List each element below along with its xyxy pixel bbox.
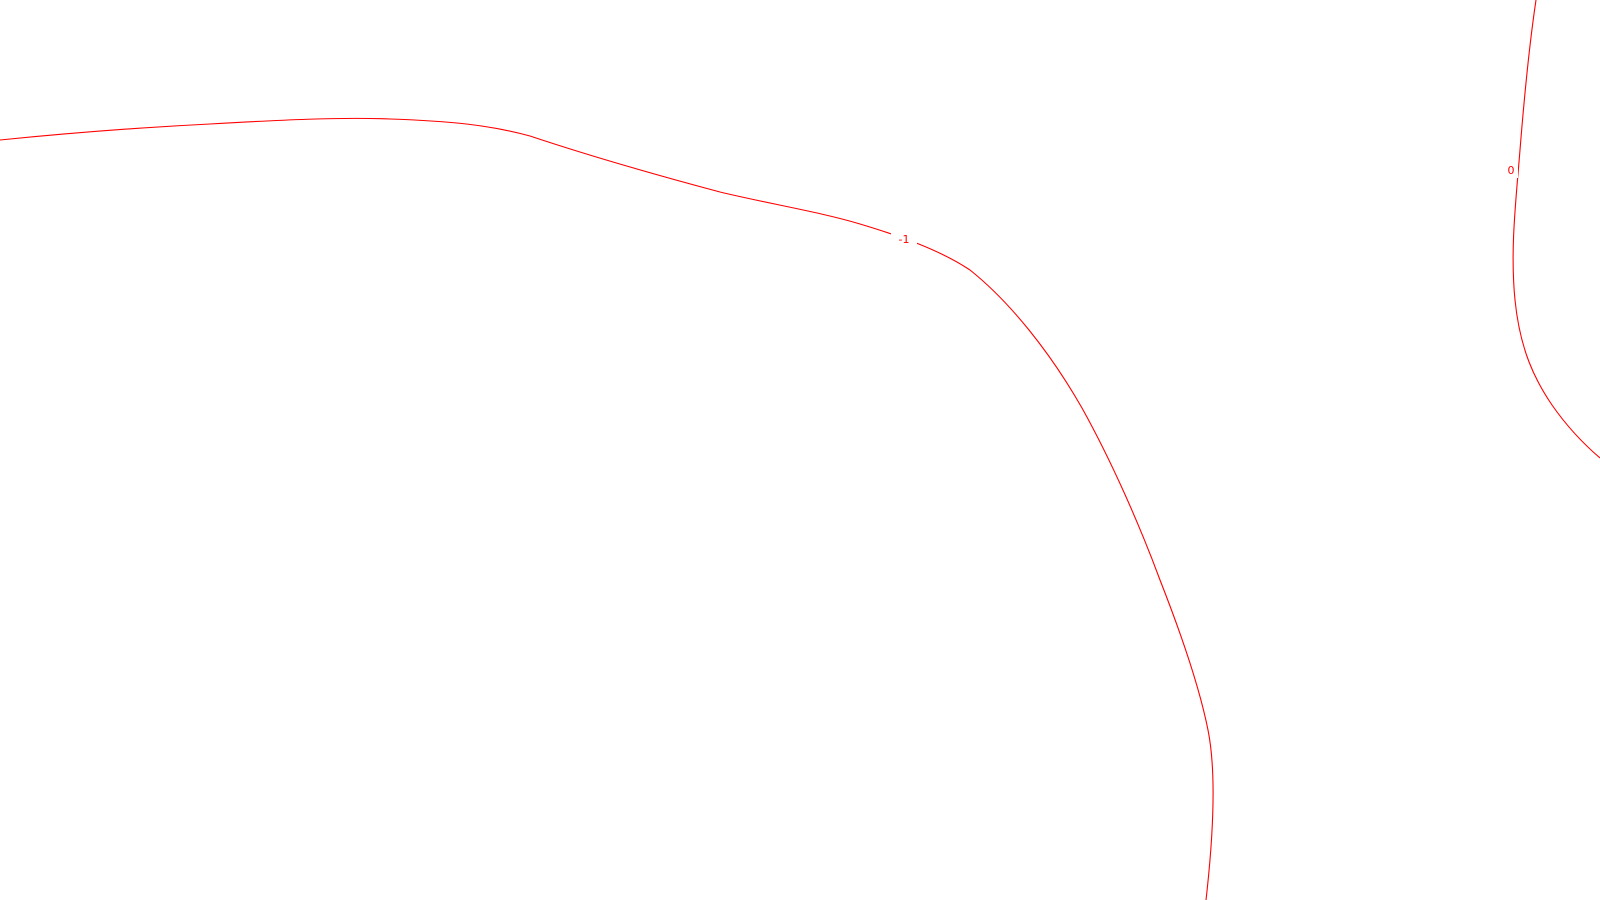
contour-label-level-neg1: -1 — [891, 233, 917, 247]
contour-line-level-neg1 — [0, 117, 1214, 900]
contour-label-text: 0 — [1508, 164, 1515, 177]
contour-label-background — [891, 233, 917, 247]
contour-label-background — [1504, 164, 1518, 178]
contour-label-text: -1 — [899, 233, 910, 246]
contour-line-level-0 — [1512, 0, 1600, 459]
contour-label-level-0: 0 — [1504, 164, 1518, 178]
